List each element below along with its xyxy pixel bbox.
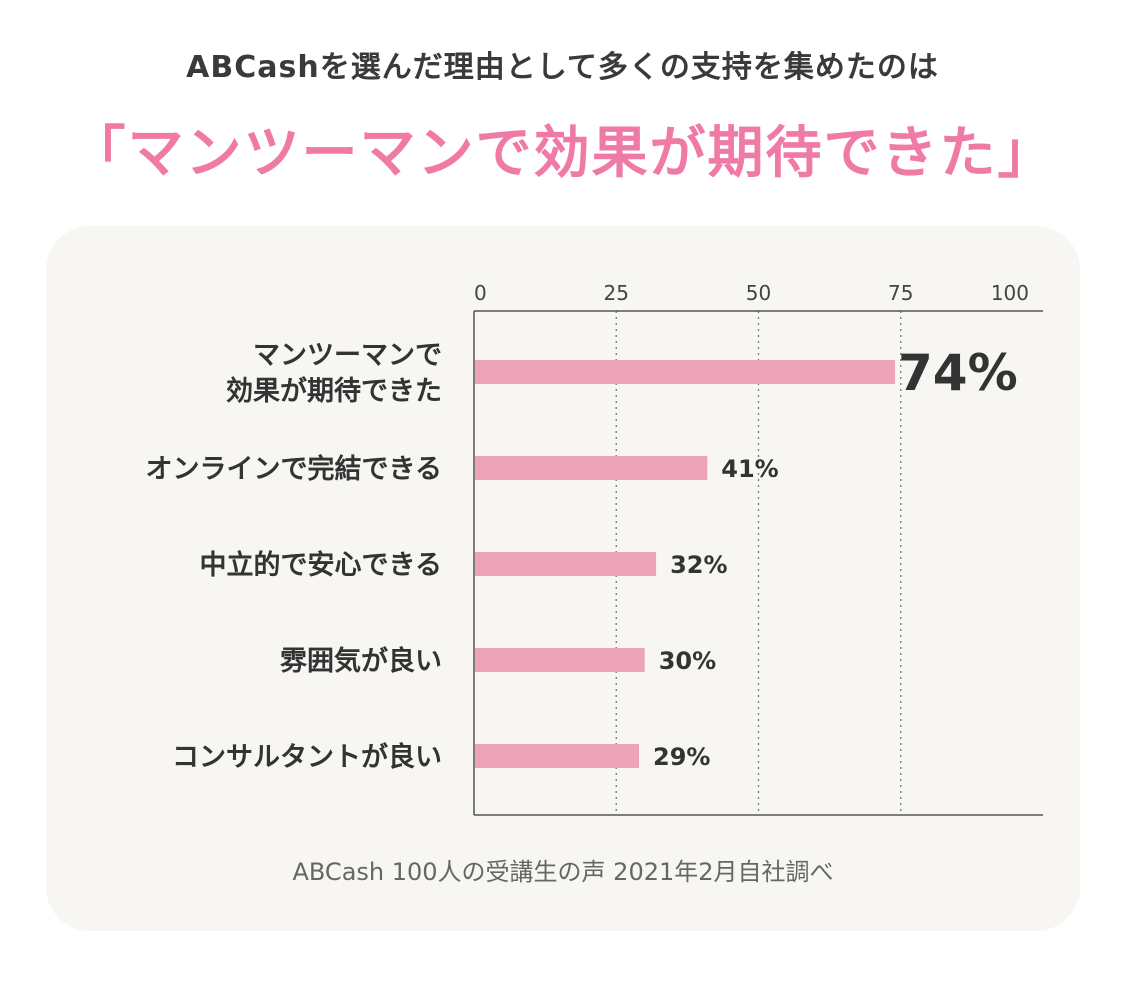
category-label-3-0: 雰囲気が良い xyxy=(280,645,442,677)
value-label-0: 74% xyxy=(898,344,1018,402)
grid-lines xyxy=(615,311,902,815)
tick-label-0: 0 xyxy=(474,281,487,305)
axes xyxy=(473,310,1043,816)
value-label-1: 41% xyxy=(721,455,778,483)
category-label-2-0: 中立的で安心できる xyxy=(200,549,442,581)
category-label-0-1: 効果が期待できた xyxy=(226,375,442,407)
tick-label-100: 100 xyxy=(991,281,1029,305)
value-labels: 74% 41% 32% 30% 29% xyxy=(653,344,1018,771)
chart-subtitle: ABCashを選んだ理由として多くの支持を集めたのは xyxy=(186,50,939,85)
category-label-0-0: マンツーマンで xyxy=(253,340,442,371)
tick-labels: 0 25 50 75 100 xyxy=(474,281,1029,305)
bar-1 xyxy=(475,456,708,480)
bar-0 xyxy=(475,360,896,384)
bars xyxy=(475,360,896,768)
chart-panel xyxy=(46,226,1080,931)
value-label-3: 30% xyxy=(659,647,716,675)
bar-4 xyxy=(475,744,640,768)
value-label-2: 32% xyxy=(670,551,727,579)
bar-2 xyxy=(475,552,657,576)
tick-label-25: 25 xyxy=(604,281,629,305)
category-labels: マンツーマンで効果が期待できたオンラインで完結できる中立的で安心できる雰囲気が良… xyxy=(146,340,442,773)
value-label-4: 29% xyxy=(653,743,710,771)
tick-label-50: 50 xyxy=(746,281,771,305)
source-note: ABCash 100人の受講生の声 2021年2月自社調べ xyxy=(292,858,834,886)
category-label-4-0: コンサルタントが良い xyxy=(172,741,442,773)
tick-label-75: 75 xyxy=(888,281,913,305)
bar-3 xyxy=(475,648,645,672)
chart-headline: 「マンツーマンで効果が期待できた」 xyxy=(69,121,1056,186)
category-label-1-0: オンラインで完結できる xyxy=(146,453,442,485)
